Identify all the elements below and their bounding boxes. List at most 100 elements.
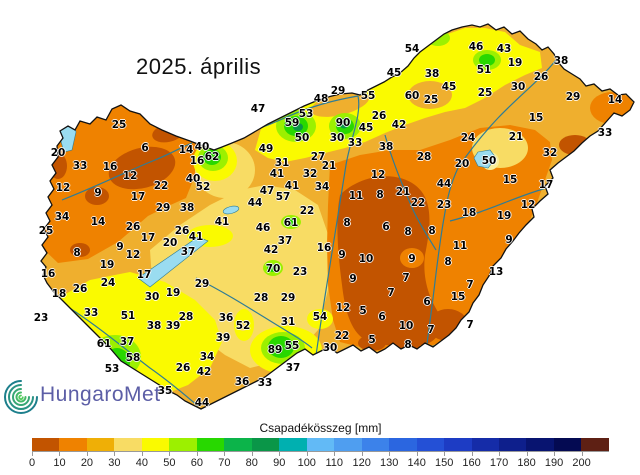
station-value: 9 <box>116 241 124 253</box>
station-value: 32 <box>542 147 558 159</box>
station-value: 53 <box>104 363 120 375</box>
station-value: 26 <box>371 110 387 122</box>
station-value: 9 <box>338 249 346 261</box>
legend-tick-label: 130 <box>380 457 399 469</box>
station-value: 43 <box>496 43 512 55</box>
legend-color-segment <box>334 438 362 451</box>
legend-axis: 0 10 20 30 40 50 60 70 80 90 100 110 120 130 140 150 160… <box>29 451 609 470</box>
station-value: 44 <box>436 178 452 190</box>
station-value: 9 <box>349 273 357 285</box>
station-value: 41 <box>214 216 230 228</box>
station-value: 17 <box>130 191 146 203</box>
station-value: 45 <box>358 122 374 134</box>
station-value: 21 <box>321 160 337 172</box>
station-value: 14 <box>90 216 106 228</box>
station-value: 52 <box>235 320 251 332</box>
legend-tick <box>581 452 583 456</box>
legend-tick-label: 90 <box>273 457 286 469</box>
station-value: 5 <box>359 305 367 317</box>
station-value: 27 <box>310 151 326 163</box>
legend-color-segment <box>471 438 499 451</box>
station-value: 52 <box>195 181 211 193</box>
station-value: 29 <box>155 202 171 214</box>
station-value: 7 <box>387 287 395 299</box>
legend-tick <box>59 452 61 456</box>
station-value: 55 <box>360 90 376 102</box>
station-value: 29 <box>565 91 581 103</box>
station-value: 59 <box>284 117 300 129</box>
legend-tick <box>471 452 473 456</box>
station-value: 16 <box>102 161 118 173</box>
station-value: 30 <box>510 81 526 93</box>
station-value: 38 <box>146 320 162 332</box>
station-value: 8 <box>428 225 436 237</box>
station-value: 33 <box>597 127 613 139</box>
legend-tick <box>389 452 391 456</box>
station-value: 6 <box>141 142 149 154</box>
station-value: 35 <box>157 385 173 397</box>
legend-tick-label: 180 <box>517 457 536 469</box>
legend-color-segment <box>114 438 142 451</box>
legend-tick-label: 80 <box>245 457 258 469</box>
station-value: 39 <box>165 320 181 332</box>
station-value: 8 <box>376 189 384 201</box>
legend-tick-label: 70 <box>218 457 231 469</box>
station-value: 38 <box>424 68 440 80</box>
station-value: 42 <box>391 119 407 131</box>
legend-color-segment <box>389 438 417 451</box>
station-value: 18 <box>51 288 67 300</box>
legend-tick-label: 40 <box>135 457 149 469</box>
station-value: 46 <box>468 41 484 53</box>
station-value: 34 <box>54 211 70 223</box>
station-value: 89 <box>267 344 283 356</box>
station-value: 51 <box>476 64 492 76</box>
station-value: 60 <box>404 90 420 102</box>
station-value: 61 <box>283 217 299 229</box>
station-value: 6 <box>378 311 386 323</box>
station-value: 9 <box>408 253 416 265</box>
legend-tick <box>444 452 446 456</box>
station-value: 8 <box>343 217 351 229</box>
station-value: 8 <box>404 226 412 238</box>
station-value: 26 <box>174 225 190 237</box>
station-value: 29 <box>330 85 346 97</box>
station-value: 57 <box>275 191 291 203</box>
station-value: 38 <box>553 55 569 67</box>
legend-color-segment <box>526 438 554 451</box>
station-value: 22 <box>334 330 350 342</box>
station-value: 26 <box>533 71 549 83</box>
legend-color-segment <box>444 438 472 451</box>
station-value: 33 <box>83 307 99 319</box>
station-value: 45 <box>386 67 402 79</box>
precipitation-legend: Csapadékösszeg [mm] 0 10 20 30 40 50 60 70 80 90 1… <box>29 421 609 470</box>
station-value: 48 <box>313 93 329 105</box>
station-value: 25 <box>477 87 493 99</box>
station-value: 21 <box>395 186 411 198</box>
station-value: 7 <box>466 279 474 291</box>
station-value: 20 <box>50 147 66 159</box>
station-value: 39 <box>215 332 231 344</box>
station-value: 41 <box>269 168 285 180</box>
station-value: 42 <box>196 366 212 378</box>
legend-colorbar <box>32 438 609 451</box>
station-value: 41 <box>188 231 204 243</box>
station-value: 41 <box>284 180 300 192</box>
legend-tick-label: 30 <box>108 457 121 469</box>
legend-tick-label: 170 <box>489 457 509 469</box>
station-value: 5 <box>368 334 376 346</box>
station-value: 17 <box>538 179 554 191</box>
station-value: 51 <box>120 310 136 322</box>
legend-label: Csapadékösszeg [mm] <box>259 421 382 435</box>
legend-tick <box>361 452 363 456</box>
station-value: 45 <box>441 81 457 93</box>
hungaromet-logo-text: HungaroMet <box>40 383 161 406</box>
station-value: 54 <box>404 43 420 55</box>
lake-tisza <box>473 149 497 169</box>
lake-velence <box>222 205 240 215</box>
station-value: 50 <box>294 132 310 144</box>
legend-color-segment <box>224 438 252 451</box>
legend-tick <box>196 452 198 456</box>
station-value: 32 <box>302 168 318 180</box>
station-value: 49 <box>258 143 274 155</box>
station-value: 24 <box>460 132 476 144</box>
